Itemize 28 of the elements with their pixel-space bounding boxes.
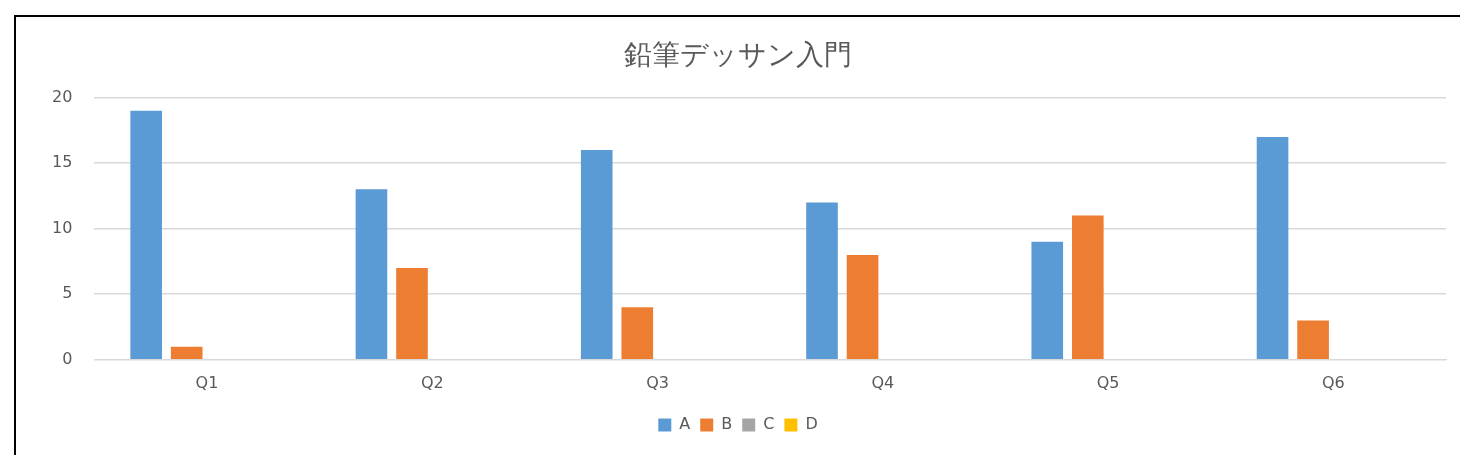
legend-label: C bbox=[763, 414, 775, 434]
bar bbox=[396, 268, 428, 360]
x-tick-label: Q4 bbox=[871, 372, 895, 392]
bar bbox=[130, 110, 162, 360]
y-tick-label: 15 bbox=[52, 152, 73, 172]
bar bbox=[1072, 215, 1104, 360]
x-tick-label: Q5 bbox=[1096, 372, 1120, 392]
y-tick-label: 5 bbox=[62, 283, 73, 303]
x-tick-label: Q2 bbox=[420, 372, 444, 392]
bar bbox=[1297, 320, 1329, 360]
legend-label: D bbox=[805, 414, 818, 434]
x-tick-label: Q6 bbox=[1321, 372, 1345, 392]
y-tick-label: 0 bbox=[62, 348, 73, 368]
chart-title: 鉛筆デッサン入門 bbox=[624, 38, 852, 72]
bar bbox=[1031, 241, 1064, 360]
bar bbox=[170, 346, 203, 360]
legend-label: A bbox=[679, 414, 691, 434]
legend-label: B bbox=[721, 414, 733, 434]
x-tick-label: Q3 bbox=[646, 372, 669, 392]
bar bbox=[806, 202, 838, 360]
x-tick-label: Q1 bbox=[195, 372, 219, 392]
y-tick-label: 20 bbox=[52, 86, 73, 106]
bar bbox=[355, 189, 388, 360]
bar bbox=[580, 150, 613, 360]
bar bbox=[621, 307, 654, 360]
y-tick-label: 10 bbox=[52, 217, 73, 237]
bar bbox=[1256, 136, 1289, 360]
bar bbox=[846, 254, 879, 360]
